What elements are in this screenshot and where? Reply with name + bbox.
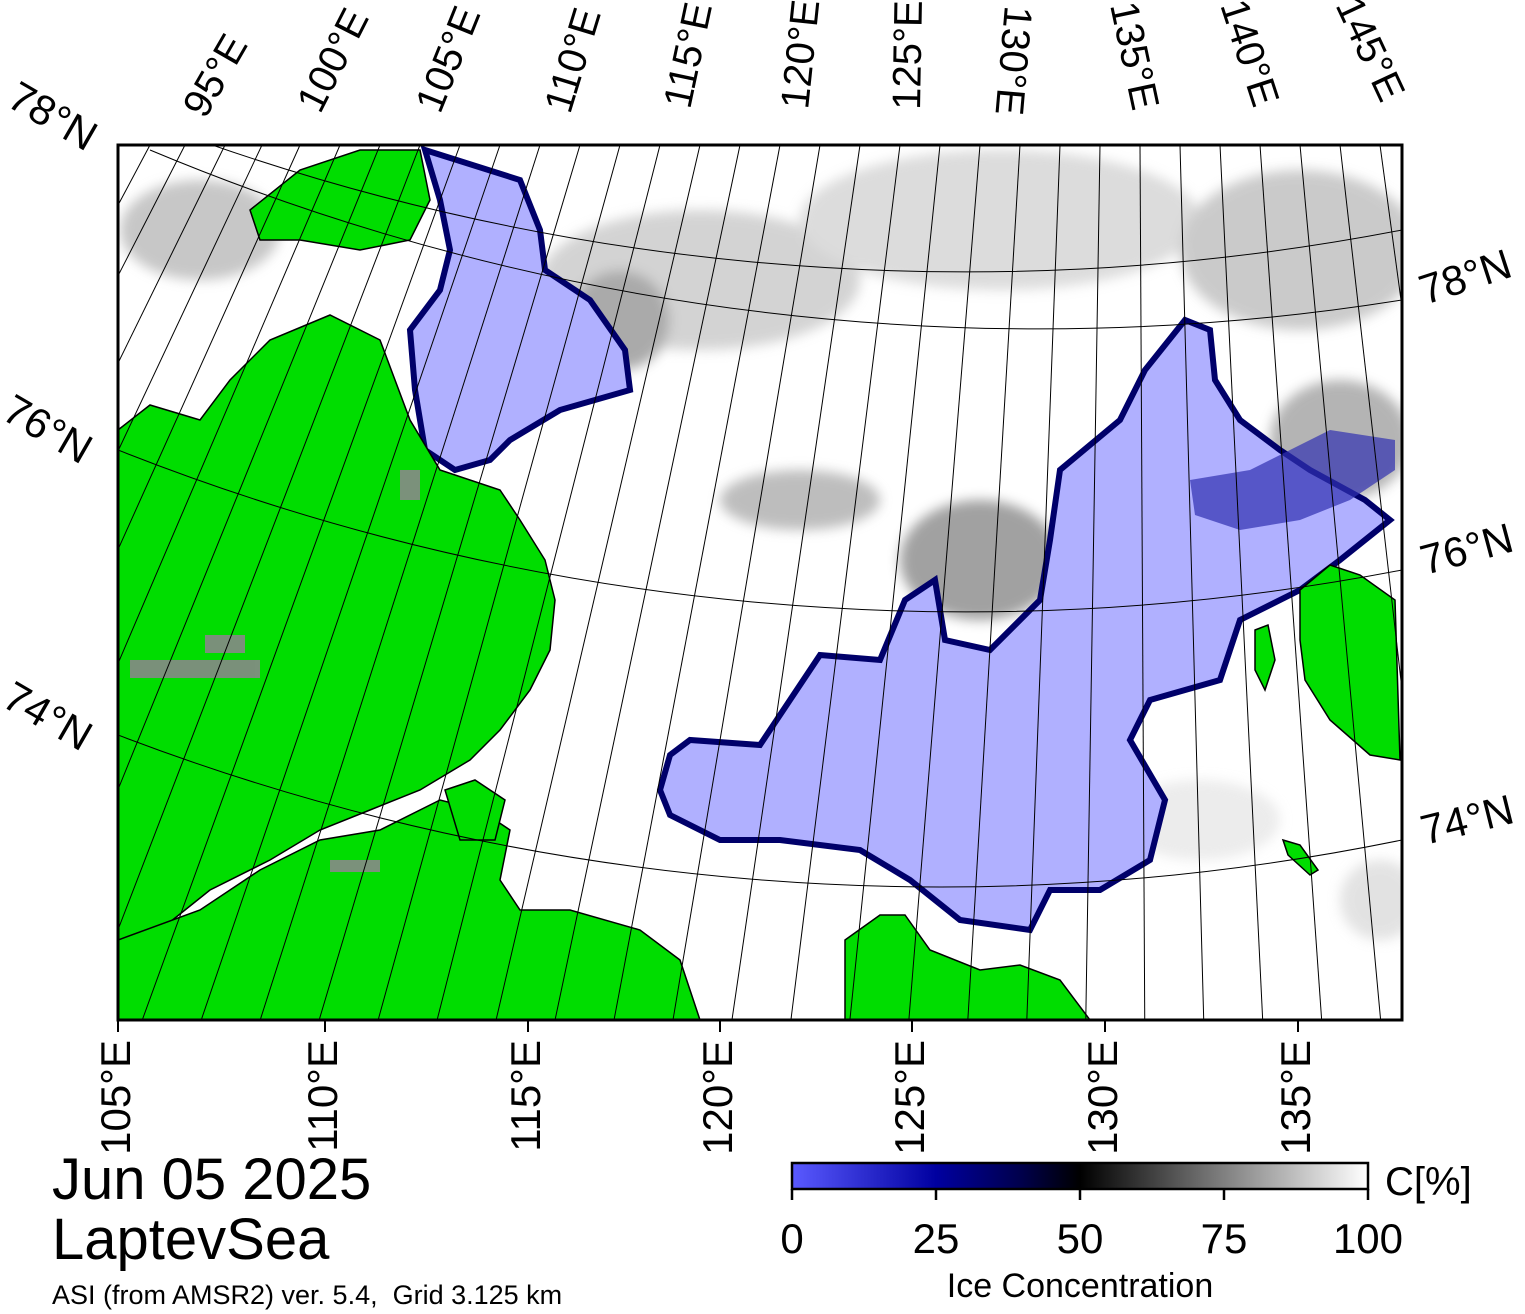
land-taymyr	[118, 314, 556, 941]
left-lat-label: 74°N	[0, 672, 100, 760]
land-islet-west	[444, 779, 506, 841]
meridian-line	[118, 145, 341, 665]
ice-texture	[120, 150, 1402, 940]
top-lon-label: 140°E	[1211, 0, 1287, 112]
map-date: Jun 05 2025	[52, 1147, 372, 1212]
top-lon-label: 130°E	[986, 4, 1039, 117]
meridian-line	[1179, 145, 1205, 1020]
colorbar-tick-label: 75	[1201, 1215, 1248, 1262]
meridian-line	[967, 145, 1021, 1020]
left-lat-label: 76°N	[0, 385, 100, 473]
meridian-line	[1219, 145, 1264, 1020]
meridian-line	[141, 145, 461, 1020]
graticule	[118, 145, 1402, 1020]
region-name: LaptevSea	[52, 1207, 330, 1272]
bottom-lon-label: 115°E	[502, 1040, 549, 1152]
map-frame-content	[118, 145, 1402, 1020]
right-lat-label: 78°N	[1413, 240, 1517, 314]
meridian-line	[200, 145, 501, 1020]
colorbar-tick-label: 25	[913, 1215, 960, 1262]
bottom-lon-label: 110°E	[299, 1040, 346, 1152]
bottom-lon-label: 105°E	[92, 1040, 139, 1155]
meridian-line	[118, 145, 421, 932]
meridian-line	[118, 145, 381, 791]
meridian-line	[377, 145, 621, 1020]
colorbar-title: Ice Concentration	[947, 1267, 1214, 1305]
bottom-lon-label: 130°E	[1079, 1040, 1126, 1155]
meridian-line	[118, 145, 263, 453]
colorbar-tick-label: 50	[1057, 1215, 1104, 1262]
land-lena-delta	[844, 914, 1091, 1020]
meridian-line	[1139, 145, 1146, 1020]
bottom-lon-label: 120°E	[694, 1040, 741, 1155]
open-water-west	[406, 145, 634, 474]
top-lon-label: 125°E	[885, 0, 931, 110]
colorbar-tick-label: 0	[780, 1215, 803, 1262]
land-small-island-2	[1281, 838, 1320, 876]
bottom-lon-label: 125°E	[886, 1040, 933, 1155]
top-lon-label: 115°E	[656, 0, 721, 112]
meridian-line	[118, 145, 226, 365]
meridian-line	[1085, 145, 1101, 1020]
meridian-line	[118, 145, 119, 147]
colorbar-ticks: 0 25 50 75 100	[780, 1189, 1403, 1262]
left-lat-label: 78°N	[1, 72, 106, 160]
meridian-line	[908, 145, 981, 1020]
parallel-line	[149, 149, 1402, 330]
meridian-line	[1339, 145, 1402, 695]
colorbar: 0 25 50 75 100 C[%] Ice Concentration	[780, 1160, 1471, 1305]
top-lon-label: 105°E	[408, 0, 490, 118]
meridian-line	[554, 145, 741, 1020]
coast-mask	[130, 470, 420, 872]
top-lon-label: 135°E	[1101, 0, 1167, 114]
land-small-island-1	[1254, 623, 1276, 692]
meridian-line	[259, 145, 541, 1020]
meridian-line	[849, 145, 941, 1020]
data-source: ASI (from AMSR2) ver. 5.4, Grid 3.125 km	[52, 1280, 563, 1310]
land-severnaya-zemlya	[249, 149, 431, 251]
meridian-line	[790, 145, 901, 1020]
parallel-line	[211, 145, 1402, 273]
top-lon-label: 120°E	[773, 0, 828, 111]
meridian-line	[1259, 145, 1323, 1020]
meridian-line	[118, 145, 301, 551]
colorbar-unit: C[%]	[1385, 1160, 1472, 1204]
meridian-line	[1026, 145, 1061, 1020]
meridian-line	[1299, 145, 1382, 1020]
right-lat-label: 74°N	[1416, 785, 1518, 853]
right-lat-label: 76°N	[1415, 514, 1518, 584]
parallel-line	[118, 734, 1402, 888]
meridian-line	[1379, 145, 1402, 312]
top-lon-label: 100°E	[289, 2, 378, 119]
map-frame	[116, 143, 1404, 1022]
land-kotelny	[1299, 564, 1401, 761]
top-lon-label: 110°E	[537, 3, 610, 118]
mid-conc-patch-ne	[1190, 430, 1395, 530]
low-concentration-areas	[406, 145, 1395, 934]
meridian-line	[318, 145, 581, 1020]
axis-labels: 95°E 100°E 105°E 110°E 115°E 120°E 125°E 130°E 1…	[0, 0, 1518, 1155]
top-lon-label: 95°E	[175, 27, 257, 124]
parallel-line	[118, 449, 1402, 613]
bottom-lon-label: 135°E	[1272, 1040, 1319, 1155]
top-lon-label: 145°E	[1327, 0, 1413, 108]
meridian-line	[731, 145, 861, 1020]
meridian-line	[613, 145, 781, 1020]
colorbar-tick-label: 100	[1333, 1215, 1403, 1262]
colorbar-gradient	[790, 1161, 1370, 1191]
